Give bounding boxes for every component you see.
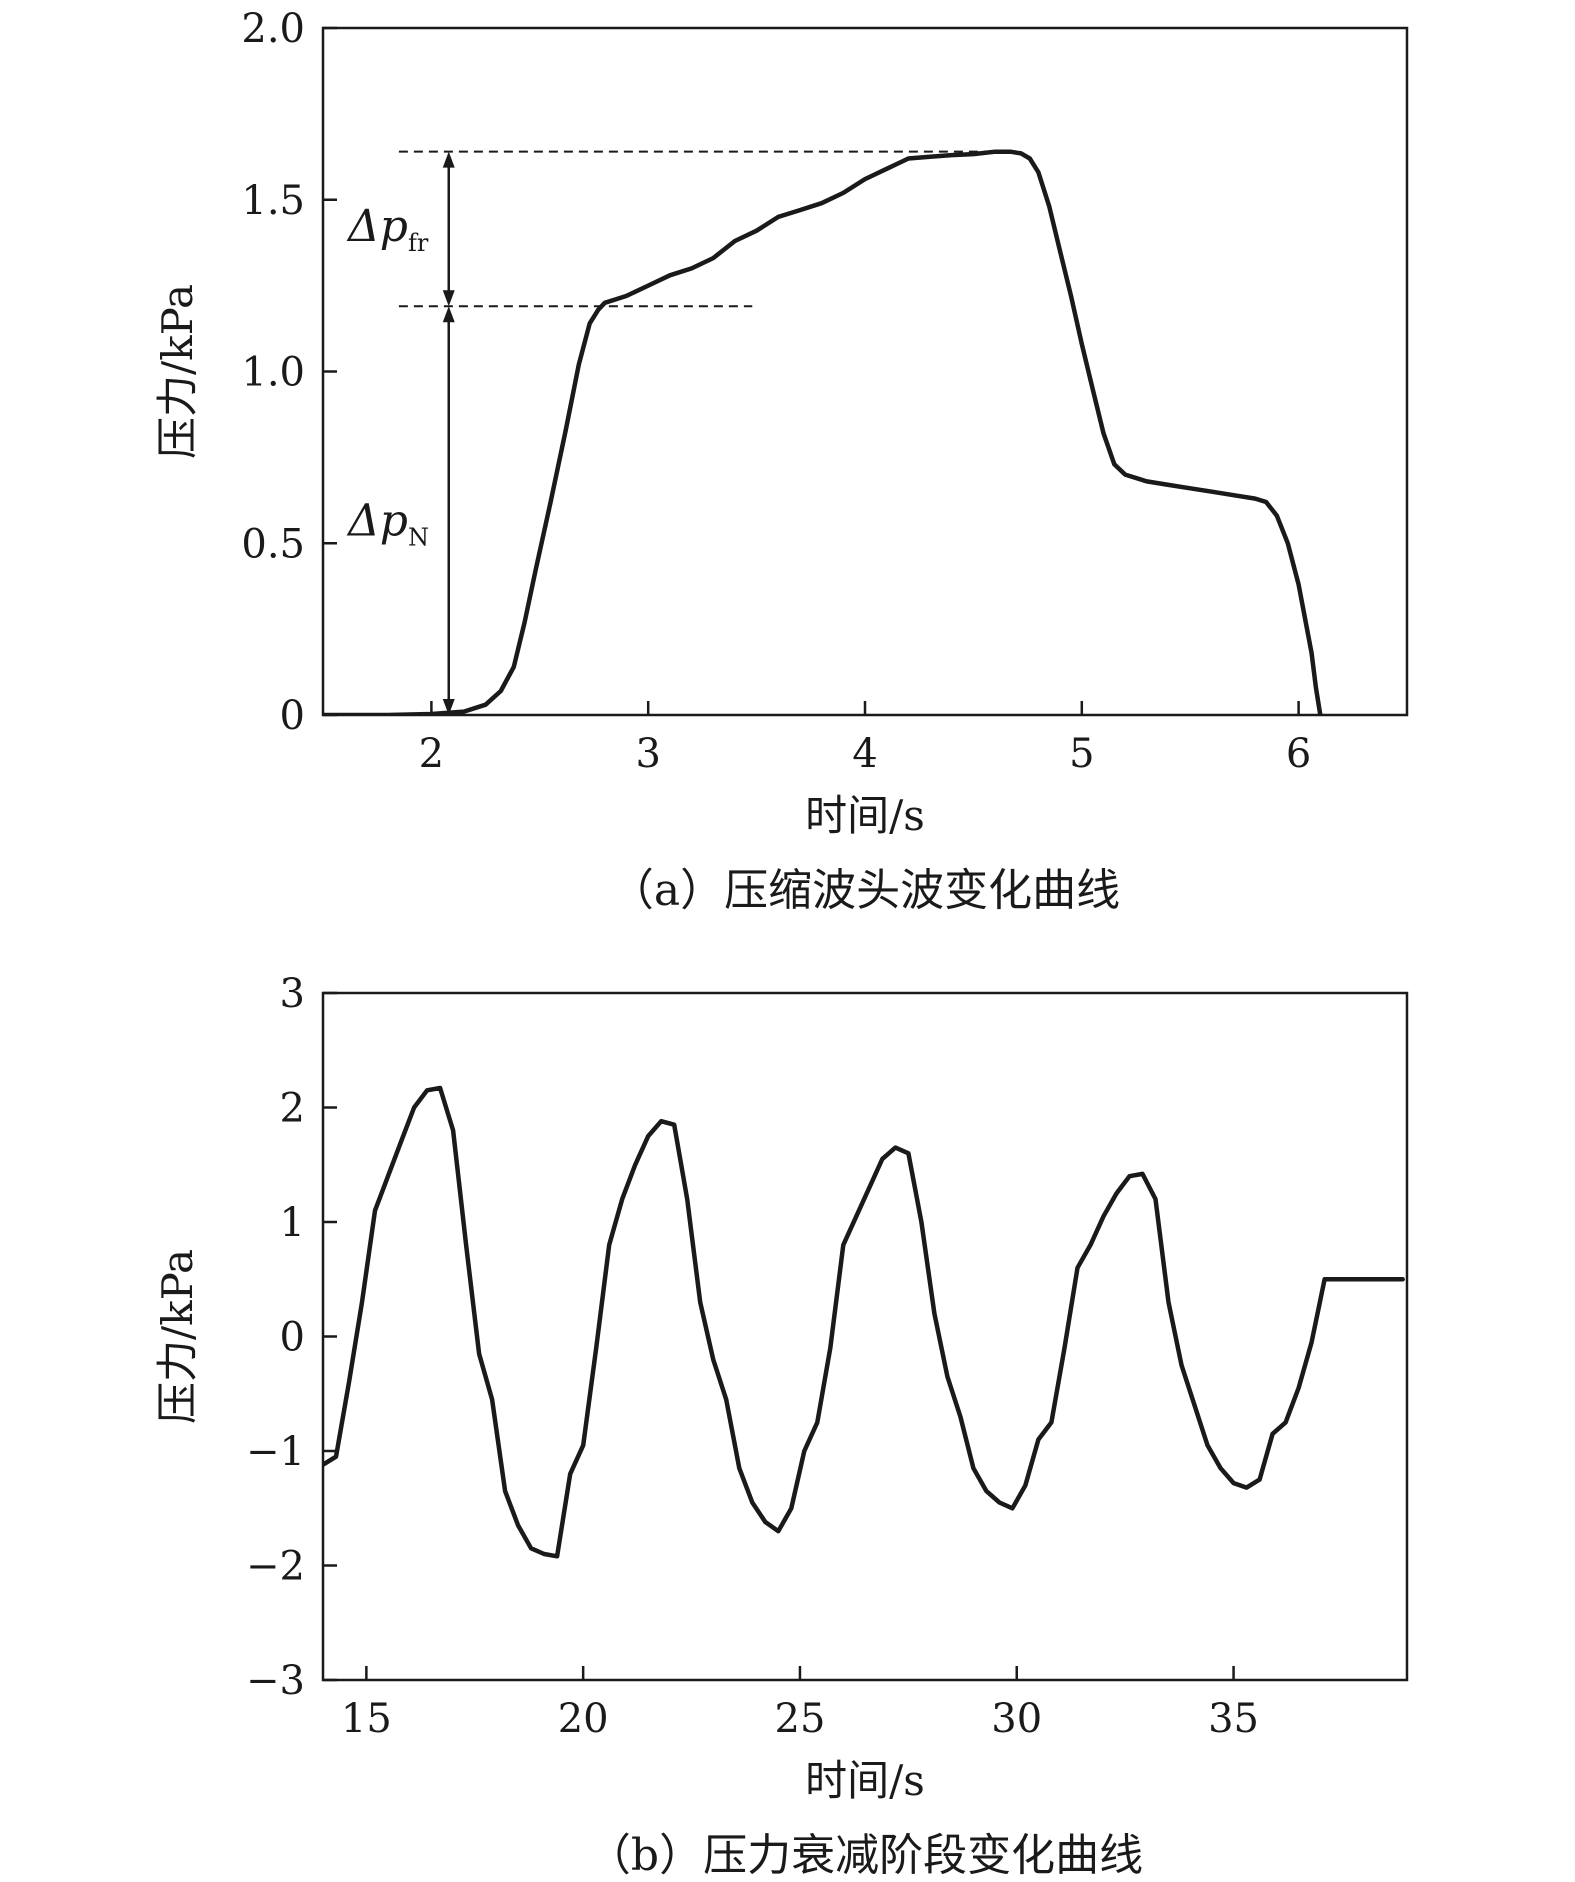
y-tick-label: −3 — [246, 1658, 305, 1704]
chart-b: 15 20 25 30 35 −3 −2 −1 0 1 2 3 时间/s 压力/kPa （b）压力衰减… — [153, 971, 1409, 1881]
annotation-label-fr: Δpfr — [346, 201, 429, 257]
annotation-label-n: ΔpN — [346, 496, 429, 552]
chart-b-plot-frame — [321, 991, 1409, 1682]
y-tick-label: 0.5 — [241, 521, 305, 567]
annotation-subscript: N — [408, 524, 429, 552]
y-tick-label: 2.0 — [241, 6, 305, 52]
x-tick-label: 20 — [558, 1696, 609, 1742]
chart-a-plot-frame — [321, 26, 1409, 717]
chart-b-y-axis-label: 压力/kPa — [153, 1249, 202, 1424]
x-tick-label: 5 — [1069, 731, 1094, 777]
y-tick-label: 2 — [280, 1086, 305, 1132]
chart-a-x-axis-label: 时间/s — [805, 791, 925, 840]
y-tick-label: 1.5 — [241, 178, 305, 224]
y-tick-label: 1 — [280, 1200, 305, 1246]
y-tick-label: 0 — [280, 1315, 305, 1361]
x-tick-label: 15 — [341, 1696, 392, 1742]
x-tick-label: 4 — [852, 731, 877, 777]
chart-b-x-axis-label: 时间/s — [805, 1756, 925, 1805]
x-tick-label: 3 — [635, 731, 660, 777]
chart-b-ticks: 15 20 25 30 35 −3 −2 −1 0 1 2 3 — [246, 971, 1259, 1742]
chart-a-annotations: Δpfr ΔpN — [346, 151, 455, 715]
chart-a-y-axis-label: 压力/kPa — [153, 284, 202, 459]
x-tick-label: 30 — [991, 1696, 1042, 1742]
chart-a-caption: （a）压缩波头波变化曲线 — [610, 865, 1120, 916]
chart-a-series-line — [323, 149, 1323, 715]
x-tick-label: 35 — [1208, 1696, 1259, 1742]
chart-a: 2 3 4 5 6 0 0.5 1.0 1.5 2.0 Δpfr ΔpN 时间/s 压力/kPa （… — [153, 6, 1409, 916]
arrowhead-up — [442, 306, 455, 323]
y-tick-label: 3 — [280, 971, 305, 1017]
annotation-subscript: fr — [408, 229, 429, 257]
y-tick-label: 1.0 — [241, 350, 305, 396]
chart-a-ticks: 2 3 4 5 6 0 0.5 1.0 1.5 2.0 — [241, 6, 1311, 777]
x-tick-label: 25 — [775, 1696, 826, 1742]
x-tick-label: 2 — [419, 731, 444, 777]
y-tick-label: −1 — [246, 1429, 305, 1475]
chart-a-reference-lines — [398, 150, 996, 308]
arrowhead-up — [442, 151, 455, 168]
x-tick-label: 6 — [1286, 731, 1311, 777]
arrowhead-down — [442, 290, 455, 307]
arrowhead-down — [442, 699, 455, 715]
chart-b-caption: （b）压力衰减阶段变化曲线 — [587, 1830, 1143, 1881]
y-tick-label: 0 — [280, 693, 305, 739]
y-tick-label: −2 — [246, 1544, 305, 1590]
chart-b-series-line — [323, 1085, 1405, 1559]
